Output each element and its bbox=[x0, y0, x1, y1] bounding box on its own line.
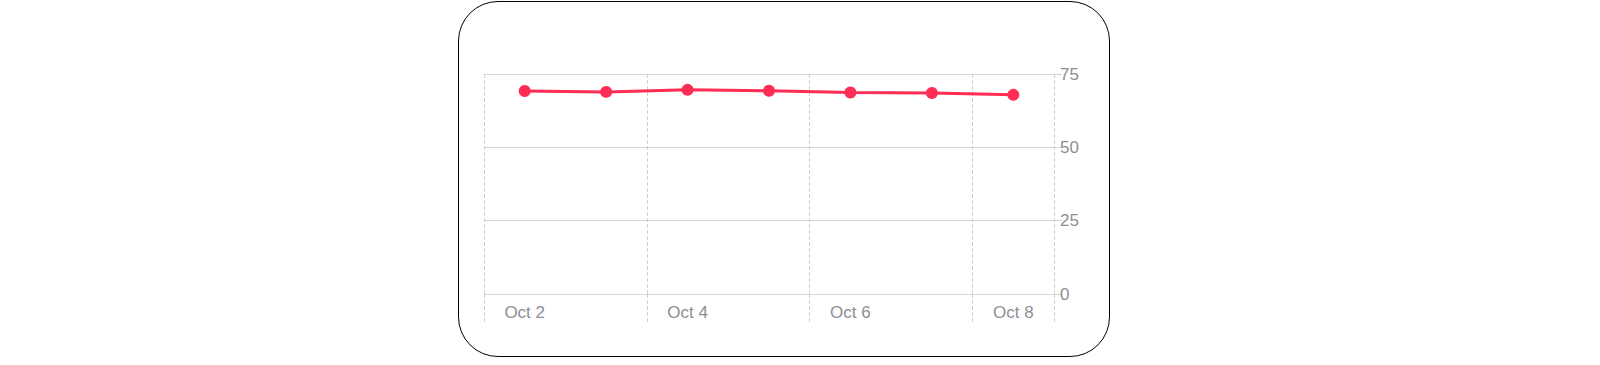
svg-text:0: 0 bbox=[1060, 285, 1069, 304]
svg-text:25: 25 bbox=[1060, 211, 1079, 230]
svg-text:Oct 4: Oct 4 bbox=[667, 303, 708, 322]
svg-text:Oct 6: Oct 6 bbox=[830, 303, 871, 322]
svg-text:Oct 8: Oct 8 bbox=[993, 303, 1034, 322]
svg-text:75: 75 bbox=[1060, 65, 1079, 84]
svg-text:Oct 2: Oct 2 bbox=[504, 303, 545, 322]
svg-text:50: 50 bbox=[1060, 138, 1079, 157]
